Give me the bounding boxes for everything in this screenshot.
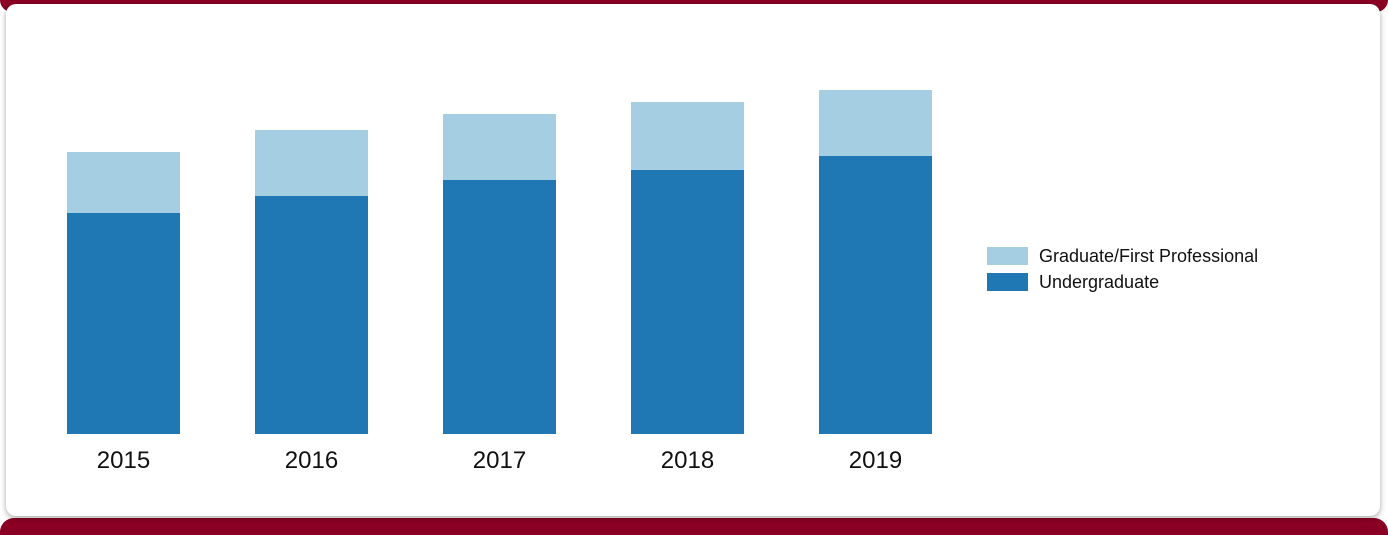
x-tick-label-2015: 2015 xyxy=(97,447,150,474)
bar-undergraduate-2019 xyxy=(819,156,932,434)
legend-item-graduate: Graduate/First Professional xyxy=(987,243,1258,269)
bar-graduate-2019 xyxy=(819,90,932,156)
bar-graduate-2015 xyxy=(67,152,180,213)
bar-undergraduate-2017 xyxy=(443,180,556,434)
x-tick-label-2017: 2017 xyxy=(473,447,526,474)
x-tick-label-2016: 2016 xyxy=(285,447,338,474)
legend-label-graduate: Graduate/First Professional xyxy=(1039,245,1259,266)
legend-label-undergraduate: Undergraduate xyxy=(1039,271,1160,292)
legend: Graduate/First Professional Undergraduat… xyxy=(987,243,1258,295)
bar-undergraduate-2018 xyxy=(631,170,744,434)
legend-swatch-undergraduate xyxy=(987,273,1028,291)
bar-graduate-2016 xyxy=(255,130,368,196)
bar-undergraduate-2016 xyxy=(255,196,368,434)
bar-graduate-2018 xyxy=(631,102,744,170)
bottom-accent-band xyxy=(0,518,1388,535)
x-tick-label-2018: 2018 xyxy=(661,447,714,474)
legend-item-undergraduate: Undergraduate xyxy=(987,269,1258,295)
bar-graduate-2017 xyxy=(443,114,556,180)
legend-swatch-graduate xyxy=(987,247,1028,265)
x-tick-label-2019: 2019 xyxy=(849,447,902,474)
bar-undergraduate-2015 xyxy=(67,213,180,434)
